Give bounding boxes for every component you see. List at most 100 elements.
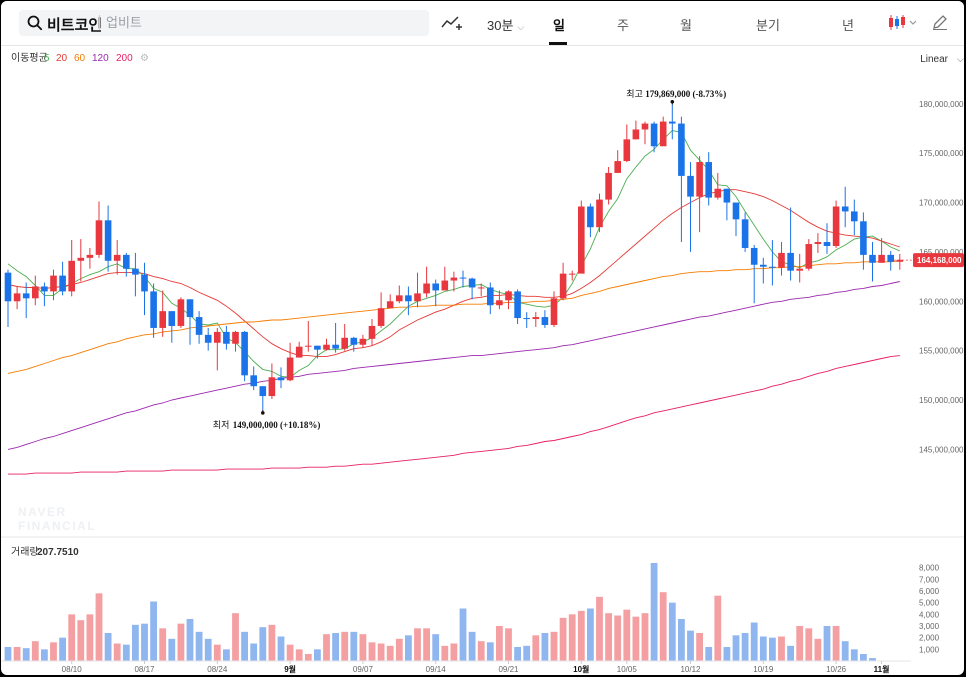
compare-icon[interactable]	[441, 13, 463, 33]
current-price-value: 164,168,000	[917, 256, 962, 265]
candle	[860, 212, 867, 270]
volume-bar	[213, 644, 221, 661]
settings-gear-icon[interactable]: ⚙	[140, 53, 149, 64]
volume-bar	[668, 602, 676, 661]
candle	[714, 172, 722, 200]
candle-body	[368, 325, 376, 339]
price-y-tick-label: 155,000,000	[919, 347, 964, 356]
volume-y-tick-label: 8,000	[919, 564, 940, 573]
tab-day[interactable]: 일	[553, 18, 565, 33]
pencil-icon[interactable]	[931, 13, 949, 31]
candle-body	[132, 268, 139, 275]
volume-bar	[532, 635, 540, 661]
candle-body	[41, 286, 48, 292]
candlestick-icon[interactable]	[888, 14, 918, 32]
volume-bar	[696, 633, 703, 661]
candle	[350, 336, 358, 352]
volume-bar	[259, 627, 267, 661]
candle	[396, 285, 403, 304]
watermark-line-1: NAVER	[18, 505, 67, 519]
candle-body	[86, 254, 94, 258]
candle	[687, 162, 694, 252]
candle	[441, 266, 449, 291]
volume-bar	[405, 635, 412, 661]
candle	[22, 282, 30, 319]
x-tick-label: 08/10	[62, 665, 83, 674]
candle	[550, 291, 558, 327]
tab-month[interactable]: 월	[680, 18, 692, 33]
volume-bar	[805, 628, 813, 661]
candle-body	[468, 278, 476, 288]
candle	[750, 245, 758, 304]
candle	[723, 188, 731, 221]
volume-bar	[377, 643, 385, 661]
candle-body	[104, 220, 112, 261]
candle-body	[769, 266, 776, 268]
candle	[541, 310, 549, 328]
price-y-tick-label: 180,000,000	[919, 100, 964, 109]
candle	[186, 299, 194, 345]
candle-body	[687, 175, 694, 197]
scale-mode-button[interactable]: Linear	[920, 54, 948, 65]
volume-bar	[4, 647, 12, 661]
candle-body	[623, 139, 631, 162]
search-box[interactable]: 비트코인 업비트	[19, 10, 429, 36]
candle-body	[659, 121, 667, 147]
x-tick-label: 10월	[573, 664, 589, 674]
candle	[132, 252, 139, 297]
chevron-down-icon: ⌵	[517, 22, 525, 32]
candle	[532, 312, 540, 327]
candle	[477, 283, 485, 297]
price-y-tick-label: 150,000,000	[919, 396, 964, 405]
candle-body	[432, 283, 439, 291]
interval-select[interactable]: 30분 ⌵	[487, 15, 524, 34]
volume-bar	[468, 631, 476, 661]
candle-body	[832, 206, 840, 246]
chart-area[interactable]: 이동평균 5 20 60 120 200 ⚙ Linear ⌵ NAVER FINANCI…	[1, 46, 964, 675]
volume-bar	[95, 593, 103, 661]
candle-body	[77, 257, 85, 261]
candle-body	[532, 317, 540, 320]
candle-body	[113, 254, 121, 261]
x-tick-label: 10/05	[617, 665, 638, 674]
candle-body	[587, 206, 594, 228]
volume-bar	[823, 626, 831, 661]
low-annotation-value: 149,000,000 (+10.18%)	[233, 420, 321, 430]
candle-body	[614, 161, 621, 173]
candle	[468, 277, 476, 300]
candle-body	[32, 286, 39, 299]
candle	[568, 270, 576, 281]
ma-legend-item: 20	[56, 53, 68, 64]
candle-body	[150, 291, 157, 328]
candle-body	[860, 221, 867, 255]
candle-body	[605, 172, 612, 200]
x-tick-label: 08/24	[207, 665, 228, 674]
tab-quarter[interactable]: 분기	[756, 18, 780, 33]
candle-body	[13, 293, 21, 302]
volume-bar	[550, 631, 558, 661]
naver-financial-watermark: NAVER FINANCIAL	[18, 505, 95, 533]
candle-body	[578, 206, 585, 274]
volume-bar	[268, 624, 276, 661]
ma-legend-item: 60	[74, 53, 86, 64]
volume-bar	[368, 642, 376, 661]
volume-bar	[587, 608, 594, 661]
candle-body	[805, 244, 813, 269]
candle-body	[896, 259, 904, 262]
candle-body	[841, 206, 849, 212]
search-query[interactable]: 비트코인	[47, 17, 103, 34]
volume-bar	[787, 645, 794, 661]
tab-week[interactable]: 주	[617, 18, 629, 33]
candle-body	[760, 264, 767, 267]
volume-bar	[31, 641, 39, 661]
volume-bar	[559, 617, 567, 661]
search-placeholder[interactable]: 업비트	[99, 15, 142, 30]
volume-bar	[459, 608, 467, 661]
volume-bar	[714, 595, 722, 661]
candle	[514, 289, 521, 324]
candle	[814, 233, 822, 253]
tab-year[interactable]: 년	[842, 18, 854, 33]
volume-bar	[141, 623, 148, 661]
annotations: 최고 179,869,000 (-8.73%) 최저 149,000,000 (+10…	[213, 89, 726, 430]
